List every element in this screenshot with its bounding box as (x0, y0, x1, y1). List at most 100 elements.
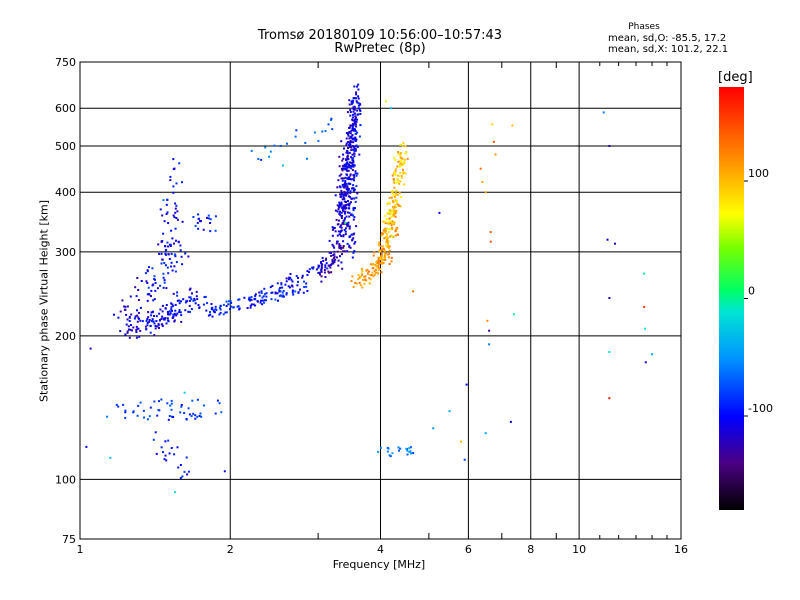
data-point (166, 310, 169, 313)
data-point (106, 415, 109, 418)
data-point (347, 178, 350, 180)
data-point (296, 284, 299, 287)
data-point (185, 418, 188, 421)
data-point (375, 269, 378, 272)
data-point (337, 206, 340, 209)
data-point (209, 218, 212, 221)
data-point (393, 209, 396, 212)
data-point (145, 280, 148, 283)
data-point (346, 150, 349, 153)
data-point (139, 306, 142, 309)
data-point (378, 249, 381, 251)
data-point (156, 414, 159, 417)
data-point (353, 152, 356, 155)
data-point (165, 248, 168, 251)
data-point (331, 258, 334, 261)
data-point (351, 134, 354, 137)
data-point (345, 151, 348, 154)
data-point (341, 169, 344, 172)
data-point (392, 178, 395, 180)
data-point (317, 266, 320, 269)
data-point (117, 405, 120, 408)
data-point (339, 210, 341, 213)
data-point (163, 279, 166, 282)
data-point (358, 135, 361, 138)
data-point (333, 255, 336, 258)
data-point (388, 249, 391, 252)
data-point (184, 252, 187, 255)
data-point (492, 140, 495, 143)
data-point (192, 216, 195, 218)
data-point (352, 187, 355, 190)
plot-frame (79, 61, 682, 540)
data-point (169, 312, 172, 315)
data-point (388, 210, 391, 213)
data-point (261, 299, 264, 302)
data-point (351, 101, 354, 104)
data-point (285, 277, 288, 280)
data-point (350, 124, 353, 127)
data-point (109, 456, 112, 459)
data-point (187, 407, 190, 410)
chart-subtitle: RwPretec (8p) (334, 41, 426, 56)
data-point (432, 427, 435, 430)
data-point (395, 206, 398, 209)
data-point (305, 282, 308, 285)
data-point (393, 223, 395, 226)
data-point (357, 104, 360, 107)
data-point (188, 299, 191, 302)
data-point (388, 263, 391, 265)
data-point (170, 402, 173, 405)
data-point (336, 234, 339, 237)
data-point (289, 276, 292, 279)
data-point (359, 109, 362, 112)
data-point (350, 162, 353, 164)
data-point (174, 227, 177, 230)
data-point (260, 290, 263, 293)
data-point (338, 185, 341, 188)
data-point (130, 313, 133, 316)
data-point (384, 100, 387, 103)
data-point (340, 224, 342, 227)
data-point (348, 127, 351, 129)
data-point (352, 184, 355, 187)
data-point (346, 154, 349, 157)
data-point (191, 399, 194, 402)
data-point (256, 300, 259, 303)
data-point (172, 416, 175, 418)
data-point (376, 265, 379, 268)
data-point (154, 289, 157, 292)
data-point (342, 207, 345, 210)
data-point (248, 296, 251, 299)
data-point (361, 269, 364, 272)
data-point (401, 158, 404, 161)
data-point (170, 399, 173, 402)
data-point (391, 452, 394, 455)
data-point (396, 174, 399, 177)
data-point (334, 209, 337, 212)
data-point (354, 139, 357, 142)
data-point (408, 447, 411, 450)
data-point (351, 214, 354, 217)
data-point (346, 250, 349, 253)
data-point (209, 313, 212, 316)
data-point (207, 314, 210, 317)
data-point (343, 193, 346, 196)
x-axis-label: Frequency [MHz] (332, 558, 426, 571)
data-point (352, 124, 355, 126)
data-point (144, 272, 147, 275)
data-point (185, 299, 188, 302)
data-point (170, 447, 173, 449)
data-point (330, 252, 332, 254)
data-point (350, 149, 353, 152)
data-point (196, 415, 199, 418)
data-point (249, 306, 252, 309)
data-point (386, 222, 389, 225)
data-point (399, 205, 402, 208)
data-point (384, 229, 387, 232)
data-point (357, 102, 360, 105)
x-tick-label: 6 (465, 543, 472, 556)
data-point (137, 316, 140, 319)
data-point (295, 129, 298, 132)
data-point (140, 280, 143, 282)
